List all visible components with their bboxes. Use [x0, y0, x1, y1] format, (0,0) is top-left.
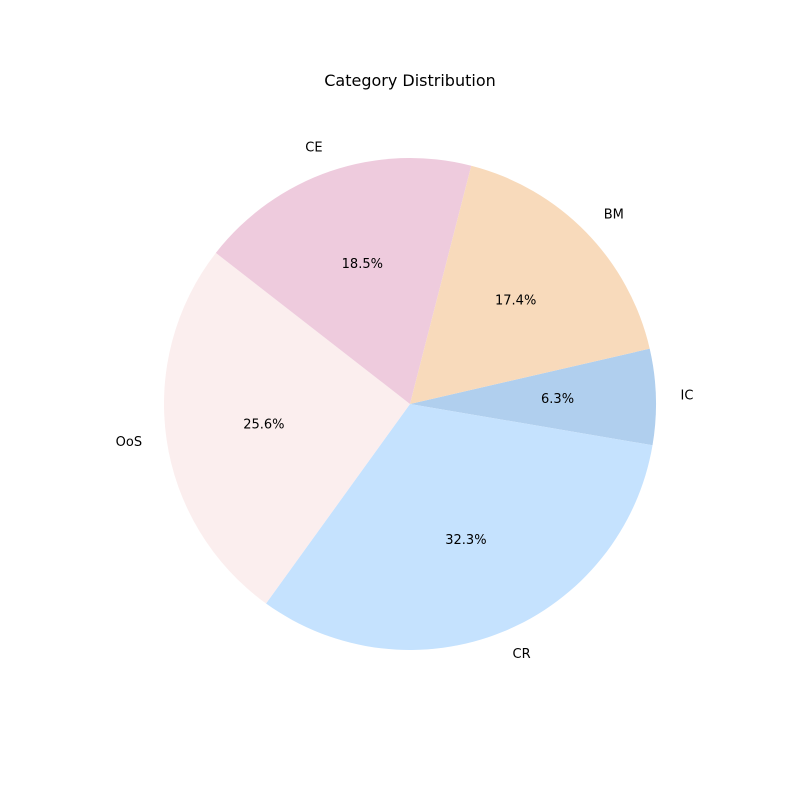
pct-label-ce: 18.5%: [342, 257, 383, 272]
chart-title: Category Distribution: [324, 71, 496, 90]
pie-labels: IC 6.3% CR 32.3% OoS 25.6% CE 18.5% BM 17.4%: [116, 140, 694, 662]
pie-slice-cr: [266, 404, 653, 650]
pct-label-cr: 32.3%: [445, 533, 486, 548]
slice-label-oos: OoS: [116, 435, 142, 450]
slice-label-ic: IC: [680, 389, 693, 404]
pie-slice-ic: [410, 348, 656, 446]
pct-label-bm: 17.4%: [495, 293, 536, 308]
slice-label-ce: CE: [305, 140, 322, 155]
slice-label-cr: CR: [513, 647, 531, 662]
pie-slice-bm: [410, 165, 650, 404]
pie-slice-ce: [215, 157, 472, 404]
pct-label-oos: 25.6%: [243, 417, 284, 432]
pct-label-ic: 6.3%: [541, 392, 574, 407]
pie-slices: [164, 157, 656, 650]
pie-slice-oos: [164, 252, 410, 604]
slice-label-bm: BM: [604, 208, 624, 223]
